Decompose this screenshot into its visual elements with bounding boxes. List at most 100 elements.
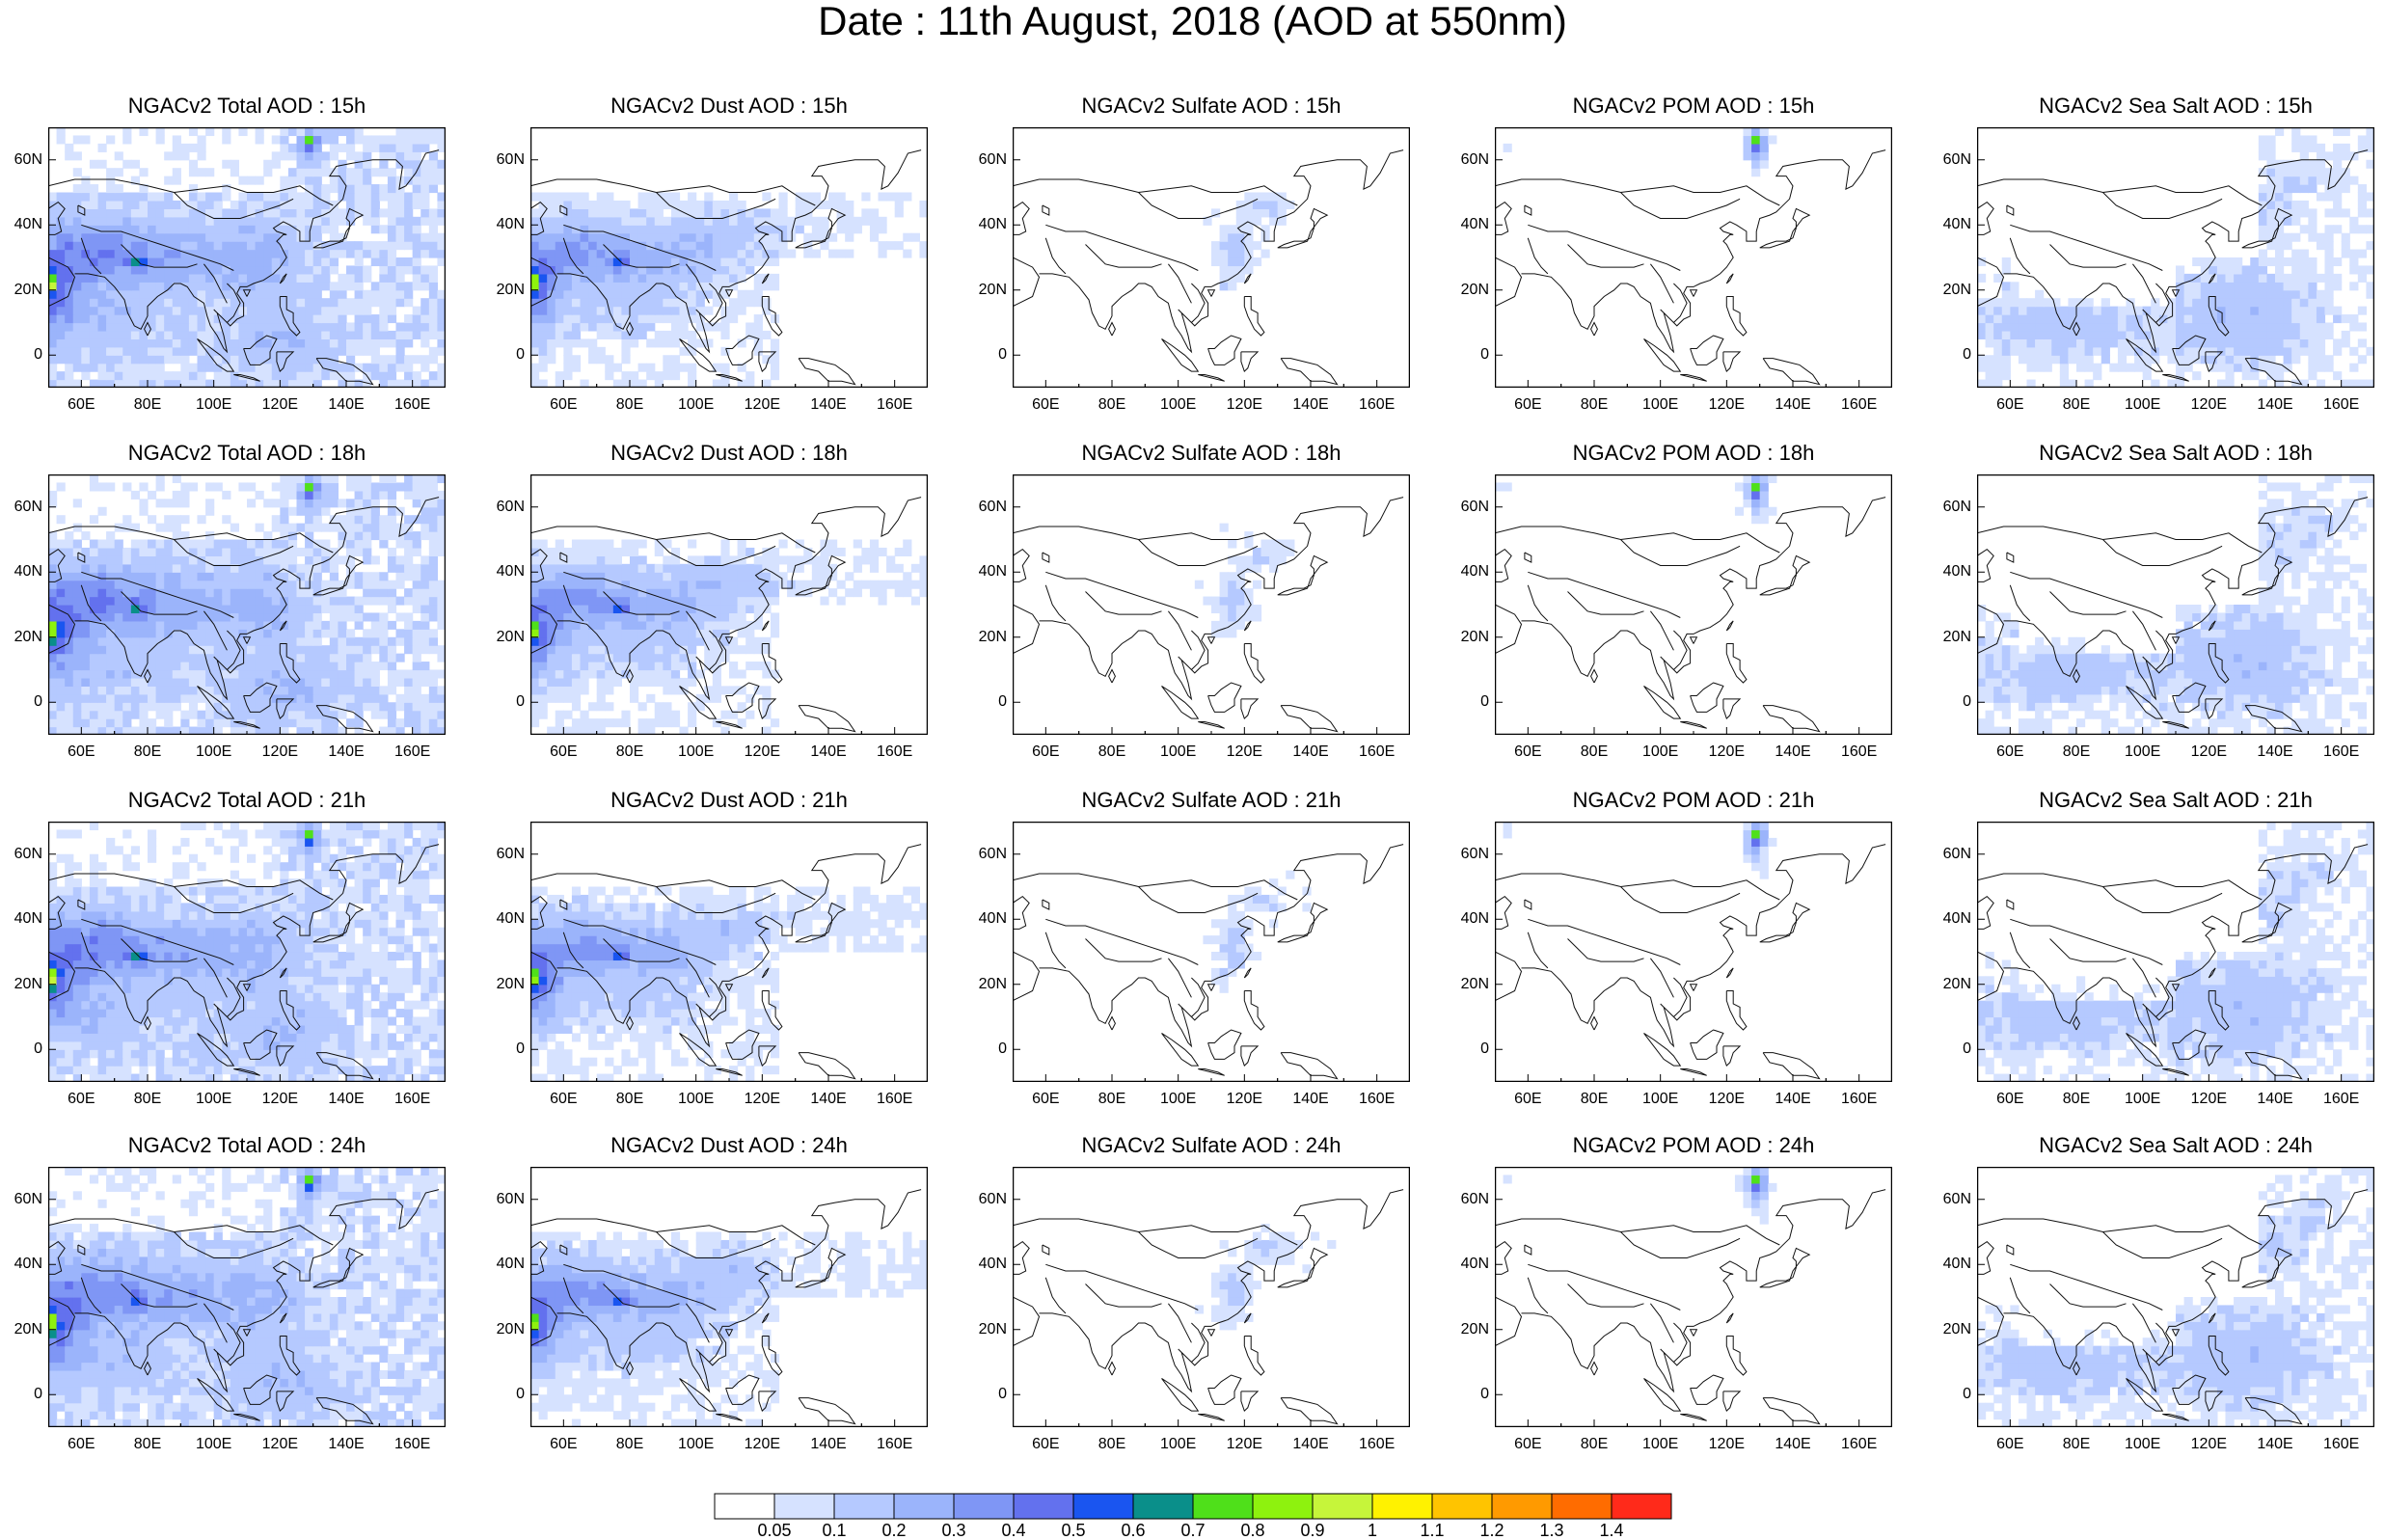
aod-cell: [330, 491, 339, 500]
aod-cell: [65, 274, 73, 283]
aod-cell: [173, 135, 181, 144]
aod-cell: [288, 588, 297, 597]
aod-cell: [680, 588, 689, 597]
aod-cell: [379, 629, 388, 637]
aod-cell: [655, 564, 664, 573]
aod-cell: [2317, 380, 2325, 388]
aod-cell: [895, 201, 904, 209]
aod-cell: [115, 670, 123, 679]
aod-cell: [655, 621, 664, 630]
aod-cell: [429, 629, 438, 637]
aod-cell: [321, 323, 330, 332]
aod-cell: [272, 314, 281, 323]
aod-cell: [2333, 176, 2342, 185]
aod-cell: [754, 290, 763, 299]
aod-cell: [2308, 208, 2317, 217]
aod-cell: [57, 678, 66, 687]
aod-cell: [539, 380, 548, 388]
aod-cell: [2234, 282, 2242, 290]
aod-cell: [230, 347, 239, 356]
aod-cell: [771, 588, 779, 597]
aod-cell: [404, 208, 413, 217]
aod-cell: [222, 686, 230, 694]
aod-cell: [189, 629, 198, 637]
aod-cell: [288, 718, 297, 727]
aod-cell: [81, 298, 90, 307]
aod-cell: [597, 282, 606, 290]
aod-cell: [205, 265, 214, 274]
aod-cell: [754, 662, 763, 670]
aod-cell: [787, 555, 796, 564]
aod-cell: [845, 250, 854, 258]
aod-cell: [1977, 380, 1986, 388]
aod-cell: [115, 727, 123, 735]
aod-cell: [638, 702, 647, 711]
aod-cell: [2035, 298, 2044, 307]
aod-cell: [148, 290, 156, 299]
aod-cell: [65, 548, 73, 556]
aod-cell: [404, 670, 413, 679]
aod-cell: [2308, 265, 2317, 274]
aod-cell: [1986, 331, 1994, 339]
aod-cell: [854, 225, 862, 233]
aod-cell: [173, 151, 181, 160]
coastline: [1109, 323, 1116, 337]
aod-cell: [621, 347, 630, 356]
aod-cell: [98, 241, 107, 250]
aod-cell: [720, 225, 729, 233]
aod-cell: [597, 621, 606, 630]
aod-cell: [90, 718, 98, 727]
aod-cell: [139, 499, 148, 507]
aod-cell: [230, 702, 239, 711]
aod-cell: [2275, 168, 2284, 176]
aod-cell: [90, 201, 98, 209]
aod-cell: [297, 588, 306, 597]
figure-title: Date : 11th August, 2018 (AOD at 550nm): [0, 0, 2385, 42]
aod-cell: [205, 298, 214, 307]
aod-cell: [338, 274, 346, 283]
aod-cell: [214, 274, 223, 283]
aod-cell: [90, 727, 98, 735]
aod-cell: [671, 274, 680, 283]
aod-cell: [222, 290, 230, 299]
aod-cell: [388, 654, 396, 662]
aod-cell: [73, 347, 82, 356]
aod-cell: [2176, 355, 2184, 364]
aod-cell: [671, 629, 680, 637]
aod-cell: [313, 572, 322, 581]
aod-cell: [655, 290, 664, 299]
aod-cell: [363, 678, 371, 687]
aod-cell: [572, 282, 581, 290]
aod-cell: [803, 208, 812, 217]
aod-cell: [437, 257, 446, 266]
coastline: [1013, 203, 1029, 235]
aod-cell: [355, 323, 364, 332]
aod-cell: [613, 364, 622, 372]
aod-cell: [321, 151, 330, 160]
aod-cell: [122, 265, 131, 274]
aod-cell: [2333, 208, 2342, 217]
aod-cell: [556, 572, 564, 581]
aod-cell: [1986, 355, 1994, 364]
aod-cell: [556, 298, 564, 307]
aod-cell: [355, 257, 364, 266]
aod-cell: [696, 250, 705, 258]
aod-cell: [588, 298, 597, 307]
aod-cell: [530, 265, 539, 274]
aod-cell: [2109, 338, 2118, 347]
aod-cell: [2308, 338, 2317, 347]
aod-cell: [65, 645, 73, 654]
aod-cell: [547, 331, 556, 339]
aod-cell: [355, 670, 364, 679]
aod-cell: [388, 702, 396, 711]
aod-cell: [90, 581, 98, 589]
aod-cell: [338, 127, 346, 136]
aod-cell: [2209, 298, 2217, 307]
aod-cell: [845, 225, 854, 233]
aod-cell: [305, 241, 313, 250]
aod-cell: [180, 338, 189, 347]
aod-cell: [98, 482, 107, 491]
aod-cell: [2035, 338, 2044, 347]
aod-cell: [98, 670, 107, 679]
aod-cell: [106, 686, 115, 694]
